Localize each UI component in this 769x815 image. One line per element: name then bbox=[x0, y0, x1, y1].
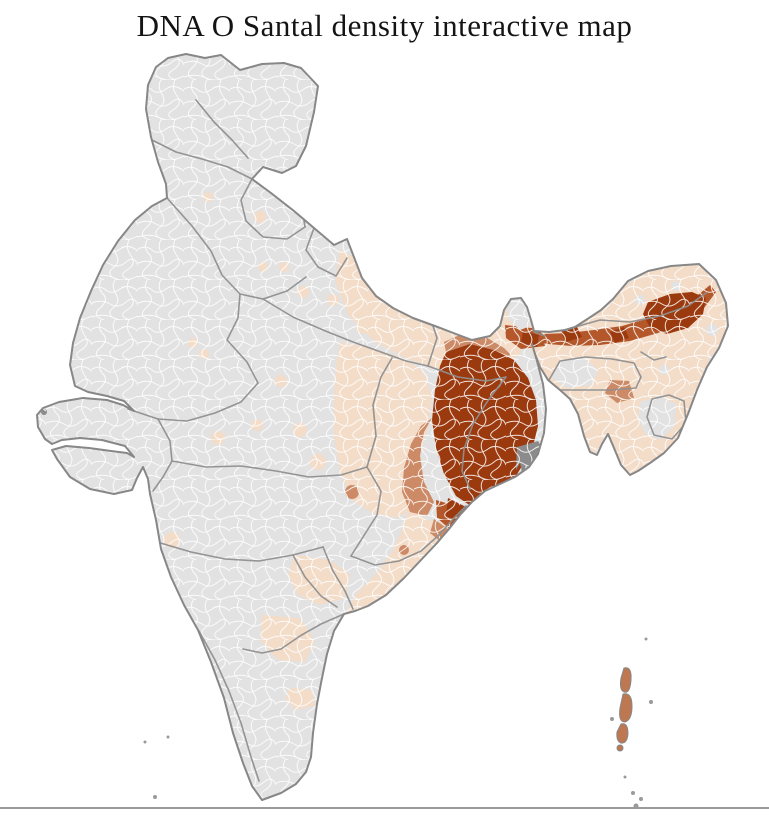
nicobar-islet bbox=[639, 797, 643, 801]
district-boundaries-texture bbox=[37, 54, 728, 800]
andaman-island-south[interactable] bbox=[616, 723, 629, 744]
islet bbox=[610, 717, 614, 721]
lakshadweep-islet bbox=[143, 740, 147, 744]
page-title: DNA O Santal density interactive map bbox=[136, 8, 633, 43]
bottom-divider bbox=[0, 807, 769, 809]
density-regions[interactable] bbox=[0, 40, 769, 815]
nicobar-islet bbox=[631, 791, 635, 795]
andaman-islands[interactable] bbox=[616, 667, 633, 752]
lakshadweep-islet bbox=[166, 735, 170, 739]
lakshadweep-islet bbox=[153, 795, 157, 799]
islet bbox=[649, 700, 653, 704]
islet bbox=[644, 637, 648, 641]
state-borders bbox=[127, 99, 707, 782]
minor-islets bbox=[143, 637, 653, 809]
andaman-islet[interactable] bbox=[616, 744, 624, 752]
andaman-island-middle[interactable] bbox=[619, 693, 633, 723]
andaman-island-north[interactable] bbox=[619, 667, 632, 693]
nicobar-islet bbox=[623, 775, 627, 779]
